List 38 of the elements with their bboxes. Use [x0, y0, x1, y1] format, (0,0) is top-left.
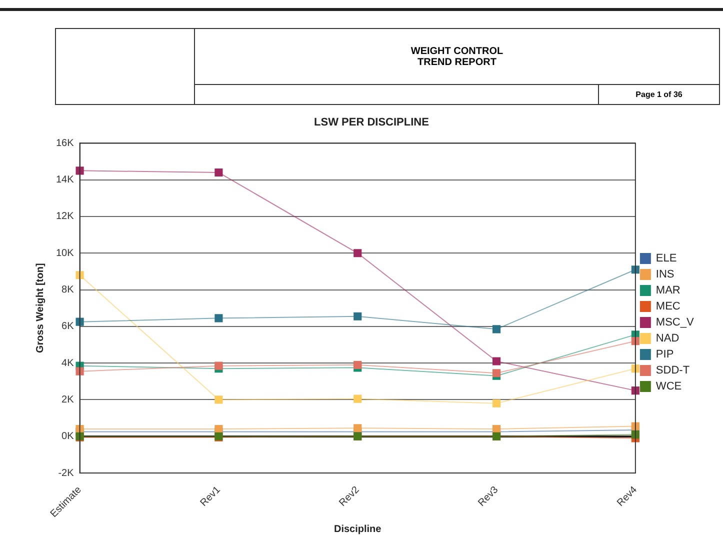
y-tick-label: 16K: [56, 138, 74, 149]
y-tick-label: 12K: [56, 211, 74, 222]
point: [354, 394, 362, 403]
point: [492, 369, 501, 378]
y-tick-label: 6K: [62, 321, 74, 332]
legend-label: MEC: [656, 300, 690, 313]
y-axis-title: Gross Weight [ton]: [34, 263, 46, 354]
point: [492, 325, 501, 334]
point: [214, 396, 223, 404]
y-tick-label: 14K: [56, 174, 74, 186]
point: [214, 168, 223, 177]
legend-label: ELE: [656, 252, 686, 265]
legend-label: PIP: [656, 348, 683, 361]
legend-label: NAD: [656, 332, 688, 345]
y-tick-label: 8K: [62, 284, 74, 296]
legend-label: SDD-T: [656, 364, 699, 377]
point: [354, 424, 362, 432]
point: [214, 425, 223, 434]
chart-title: LSW PER DISCIPLINE: [314, 116, 429, 129]
point: [354, 312, 362, 320]
y-tick-label: 2K: [62, 394, 74, 406]
y-tick-label: 0K: [62, 431, 74, 442]
legend-label: MAR: [656, 284, 690, 297]
y-tick-label: 4K: [62, 358, 74, 369]
point: [214, 314, 223, 322]
report-header: WEIGHT CONTROL TREND REPORT Page 1 of 36: [55, 28, 720, 105]
x-axis-title: Discipline: [334, 524, 382, 535]
y-tick-label: -2K: [58, 468, 74, 479]
point: [214, 362, 223, 370]
y-tick-label: 10K: [56, 248, 74, 259]
legend-label: MSC_V: [656, 316, 704, 329]
legend-label: WCE: [656, 380, 691, 393]
point: [354, 360, 362, 369]
point: [492, 425, 501, 434]
point: [354, 249, 362, 258]
legend-label: INS: [656, 268, 684, 281]
point: [492, 399, 501, 408]
point: [492, 357, 501, 366]
